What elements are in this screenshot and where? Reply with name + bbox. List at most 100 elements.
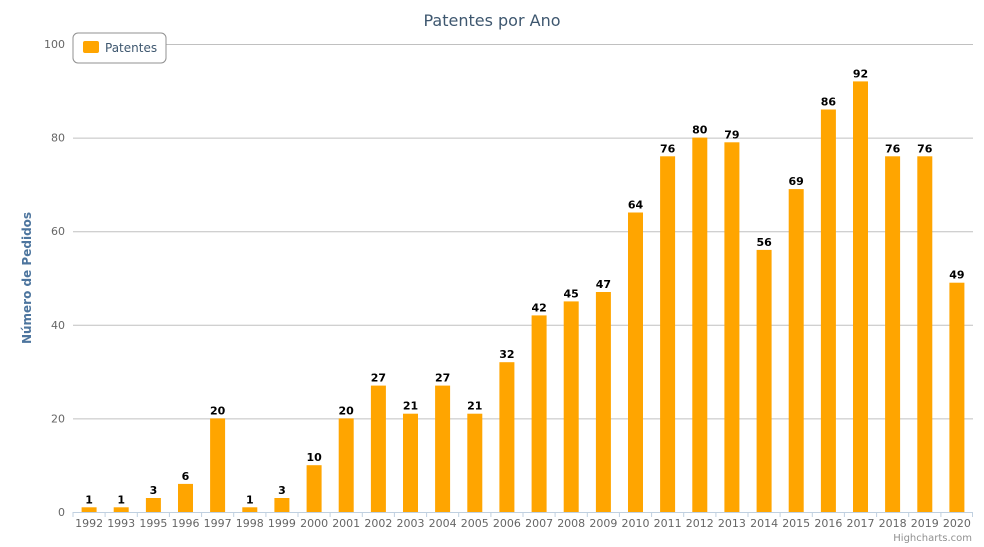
data-label-1995: 3	[150, 484, 158, 497]
bar-1992[interactable]	[81, 507, 97, 512]
data-label-2017: 92	[853, 67, 868, 80]
y-tick-label: 60	[51, 225, 65, 238]
data-label-1997: 20	[210, 404, 226, 417]
bar-2003[interactable]	[403, 413, 418, 512]
y-axis-label: Número de Pedidos	[20, 212, 34, 344]
x-tick-label-1992: 1992	[75, 517, 103, 530]
y-tick-label: 40	[51, 319, 65, 332]
x-axis-ticks: 1992 1993 1995 1996 1997 1998 1999 2000 2001 2002…	[72, 512, 973, 530]
data-label-2015: 69	[789, 175, 804, 188]
data-label-2005: 21	[467, 400, 482, 413]
y-tick-label: 0	[58, 506, 65, 519]
x-tick-label-2010: 2010	[622, 517, 650, 530]
data-label-2002: 27	[371, 372, 386, 385]
legend[interactable]: Patentes	[72, 32, 167, 64]
bar-2009[interactable]	[595, 292, 611, 512]
data-label-1998: 1	[246, 493, 254, 506]
legend-swatch	[83, 41, 99, 53]
bar-1997[interactable]	[210, 418, 226, 512]
data-label-1999: 3	[278, 484, 286, 497]
x-tick-label-2006: 2006	[493, 517, 521, 530]
data-label-2000: 10	[306, 451, 322, 464]
data-label-2020: 49	[949, 269, 964, 282]
data-label-2006: 32	[499, 348, 514, 361]
data-label-2010: 64	[628, 199, 644, 212]
x-tick-label-2018: 2018	[879, 517, 907, 530]
x-tick-label-2016: 2016	[814, 517, 842, 530]
y-tick-label: 80	[51, 132, 65, 145]
data-label-2011: 76	[660, 142, 676, 155]
bar-2015[interactable]	[788, 189, 804, 512]
bar-2007[interactable]	[531, 315, 547, 512]
bar-2012[interactable]	[692, 137, 708, 512]
x-tick-label-2020: 2020	[943, 517, 971, 530]
data-label-2001: 20	[339, 404, 355, 417]
x-tick-label-1999: 1999	[268, 517, 296, 530]
legend-box	[72, 32, 167, 64]
data-label-2003: 21	[403, 400, 418, 413]
bar-2020[interactable]	[949, 282, 965, 512]
y-axis-ticks: 0 20 40 60 80 100	[44, 38, 65, 519]
bar-2014[interactable]	[756, 249, 772, 512]
bar-1996[interactable]	[178, 483, 193, 512]
x-tick-label-2012: 2012	[686, 517, 714, 530]
bar-2005[interactable]	[467, 413, 483, 512]
x-tick-label-2008: 2008	[557, 517, 585, 530]
x-tick-label-2005: 2005	[461, 517, 489, 530]
legend-item-patentes[interactable]: Patentes	[105, 41, 157, 55]
bar-2016[interactable]	[820, 109, 836, 513]
x-tick-label-1998: 1998	[236, 517, 264, 530]
y-tick-label: 20	[51, 412, 65, 425]
data-label-2013: 79	[724, 128, 739, 141]
bar-2006[interactable]	[499, 362, 515, 512]
x-tick-label-2009: 2009	[589, 517, 617, 530]
x-tick-label-2011: 2011	[654, 517, 682, 530]
grid-lines	[73, 44, 973, 420]
data-label-1992: 1	[85, 493, 93, 506]
data-label-2019: 76	[917, 142, 933, 155]
x-tick-label-1996: 1996	[172, 517, 200, 530]
x-tick-label-2001: 2001	[332, 517, 360, 530]
data-label-2008: 45	[564, 287, 579, 300]
data-label-2012: 80	[692, 124, 708, 137]
x-tick-label-2000: 2000	[300, 517, 328, 530]
bar-1998[interactable]	[242, 507, 258, 512]
x-tick-label-2007: 2007	[525, 517, 553, 530]
x-tick-label-1995: 1995	[139, 517, 167, 530]
x-tick-label-2002: 2002	[364, 517, 392, 530]
x-tick-label-2003: 2003	[397, 517, 425, 530]
data-labels: 1 1 3 6 20 1 3 10 20 27 21 27 21 32 42 45 47 64 76 80 79 56 69…	[85, 67, 964, 506]
data-label-2007: 42	[531, 301, 546, 314]
bar-2018[interactable]	[885, 156, 901, 513]
bar-2004[interactable]	[435, 385, 451, 512]
x-tick-label-1993: 1993	[107, 517, 135, 530]
x-tick-label-2014: 2014	[750, 517, 778, 530]
credits-link[interactable]: Highcharts.com	[893, 533, 972, 544]
x-tick-label-2017: 2017	[847, 517, 875, 530]
bar-1999[interactable]	[274, 498, 290, 512]
data-label-2009: 47	[596, 278, 611, 291]
bar-2002[interactable]	[370, 385, 386, 512]
data-label-1996: 6	[182, 470, 190, 483]
bar-2013[interactable]	[724, 142, 740, 513]
bar-2010[interactable]	[628, 212, 643, 513]
bar-2001[interactable]	[338, 418, 354, 512]
chart-title: Patentes por Ano	[423, 11, 560, 30]
data-label-2018: 76	[885, 142, 901, 155]
bar-2011[interactable]	[660, 156, 676, 513]
x-tick-label-2019: 2019	[911, 517, 939, 530]
x-tick-label-1997: 1997	[204, 517, 232, 530]
bar-2000[interactable]	[306, 465, 322, 512]
bar-1993[interactable]	[113, 507, 129, 512]
data-label-1993: 1	[117, 493, 125, 506]
bar-2017[interactable]	[853, 81, 868, 513]
data-label-2016: 86	[821, 96, 837, 109]
bar-2008[interactable]	[563, 301, 579, 512]
data-label-2014: 56	[756, 236, 772, 249]
data-label-2004: 27	[435, 372, 450, 385]
bar-2019[interactable]	[917, 156, 933, 513]
x-tick-label-2004: 2004	[429, 517, 457, 530]
bar-1995[interactable]	[145, 498, 161, 512]
